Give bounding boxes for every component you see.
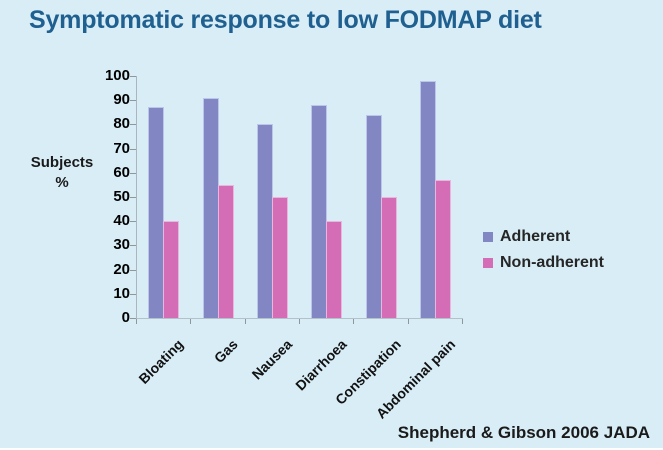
bar-adherent-nausea: [256, 124, 273, 318]
y-tick-mark: [130, 149, 136, 150]
y-tick-mark: [130, 318, 136, 319]
y-tick-mark: [130, 270, 136, 271]
bar-non-adherent-bloating: [163, 221, 180, 318]
y-tick-label: 20: [113, 260, 130, 278]
x-tick-mark: [299, 319, 300, 324]
y-axis-title: Subjects %: [30, 153, 94, 193]
legend-item-adherent: Adherent: [483, 224, 604, 250]
x-tick-label: Gas: [210, 336, 241, 367]
bar-adherent-gas: [202, 97, 219, 318]
bar-non-adherent-gas: [217, 184, 234, 318]
y-tick-mark: [130, 124, 136, 125]
plot-area: [136, 76, 463, 319]
x-tick-mark: [462, 319, 463, 324]
x-tick-label: Bloating: [135, 336, 187, 387]
x-tick-mark: [408, 319, 409, 324]
legend-label: Non-adherent: [500, 254, 604, 271]
y-tick-mark: [130, 76, 136, 77]
y-tick-mark: [130, 197, 136, 198]
y-tick-label: 90: [113, 91, 130, 109]
y-tick-label: 80: [113, 115, 130, 133]
x-tick-label: Diarrhoea: [291, 336, 350, 394]
x-tick-mark: [245, 319, 246, 324]
y-tick-label: 30: [113, 236, 130, 254]
bar-non-adherent-constipation: [380, 197, 397, 318]
chart-title: Symptomatic response to low FODMAP diet: [29, 6, 542, 34]
legend-item-non-adherent: Non-adherent: [483, 250, 604, 276]
bar-non-adherent-abdominal-pain: [434, 180, 451, 318]
y-tick-mark: [130, 100, 136, 101]
legend: Adherent Non-adherent: [483, 224, 604, 276]
y-tick-label: 60: [113, 163, 130, 181]
y-tick-mark: [130, 294, 136, 295]
legend-label: Adherent: [500, 228, 571, 245]
legend-swatch-icon: [483, 258, 493, 268]
y-tick-mark: [130, 221, 136, 222]
bar-adherent-constipation: [365, 114, 382, 318]
y-tick-label: 50: [113, 188, 130, 205]
y-tick-mark: [130, 173, 136, 174]
y-tick-label: 0: [121, 309, 130, 326]
x-tick-mark: [353, 319, 354, 324]
y-tick-mark: [130, 245, 136, 246]
bar-non-adherent-diarrhoea: [326, 221, 343, 318]
bar-adherent-abdominal-pain: [419, 80, 436, 318]
x-tick-mark: [190, 319, 191, 324]
x-tick-label: Nausea: [248, 336, 296, 383]
y-axis-title-line2: %: [55, 174, 69, 191]
bottom-edge-strip: [0, 448, 663, 450]
y-axis-title-line1: Subjects: [30, 154, 94, 171]
y-tick-label: 10: [113, 284, 130, 302]
bar-adherent-diarrhoea: [311, 105, 328, 318]
y-tick-label: 40: [113, 212, 130, 230]
y-tick-label: 100: [104, 67, 130, 84]
y-tick-label: 70: [113, 139, 130, 157]
citation: Shepherd & Gibson 2006 JADA: [397, 423, 650, 442]
x-tick-mark: [136, 319, 137, 324]
legend-swatch-icon: [483, 232, 493, 242]
bar-non-adherent-nausea: [271, 197, 288, 318]
bar-adherent-bloating: [148, 107, 165, 318]
